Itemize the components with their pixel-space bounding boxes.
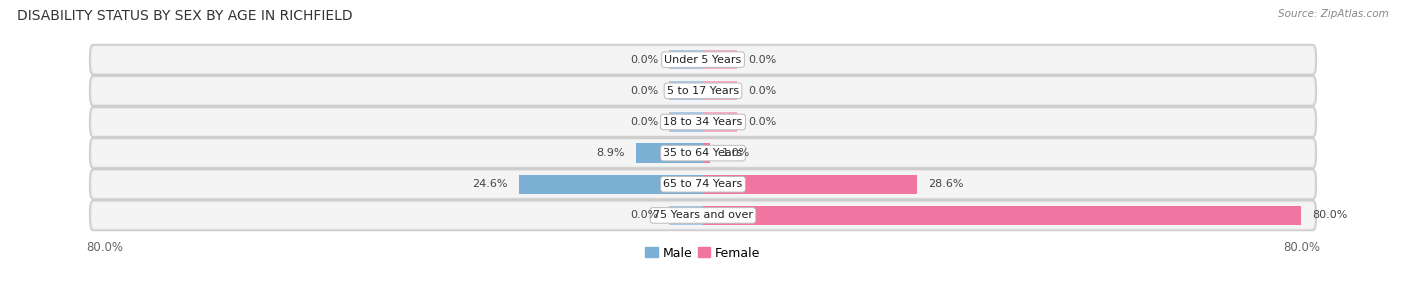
FancyBboxPatch shape bbox=[91, 78, 1315, 104]
Text: 80.0%: 80.0% bbox=[1312, 210, 1348, 221]
FancyBboxPatch shape bbox=[91, 140, 1315, 166]
Text: 0.0%: 0.0% bbox=[630, 210, 658, 221]
Bar bbox=[703, 206, 1302, 225]
Text: 28.6%: 28.6% bbox=[928, 179, 963, 189]
FancyBboxPatch shape bbox=[91, 171, 1315, 197]
Bar bbox=[637, 143, 703, 163]
FancyBboxPatch shape bbox=[91, 109, 1315, 135]
Text: 1.0%: 1.0% bbox=[721, 148, 749, 158]
Text: 0.0%: 0.0% bbox=[630, 55, 658, 65]
Text: 8.9%: 8.9% bbox=[596, 148, 626, 158]
Text: 65 to 74 Years: 65 to 74 Years bbox=[664, 179, 742, 189]
FancyBboxPatch shape bbox=[91, 47, 1315, 73]
FancyBboxPatch shape bbox=[90, 169, 1316, 199]
Text: 0.0%: 0.0% bbox=[748, 55, 776, 65]
Text: 75 Years and over: 75 Years and over bbox=[652, 210, 754, 221]
Bar bbox=[703, 175, 917, 194]
FancyBboxPatch shape bbox=[90, 138, 1316, 168]
Text: Under 5 Years: Under 5 Years bbox=[665, 55, 741, 65]
Text: 35 to 64 Years: 35 to 64 Years bbox=[664, 148, 742, 158]
Bar bbox=[703, 112, 737, 132]
FancyBboxPatch shape bbox=[90, 76, 1316, 106]
Text: DISABILITY STATUS BY SEX BY AGE IN RICHFIELD: DISABILITY STATUS BY SEX BY AGE IN RICHF… bbox=[17, 9, 353, 23]
Text: 0.0%: 0.0% bbox=[630, 86, 658, 96]
FancyBboxPatch shape bbox=[90, 200, 1316, 230]
Bar bbox=[703, 81, 737, 100]
FancyBboxPatch shape bbox=[91, 202, 1315, 228]
Legend: Male, Female: Male, Female bbox=[641, 242, 765, 265]
Text: 5 to 17 Years: 5 to 17 Years bbox=[666, 86, 740, 96]
FancyBboxPatch shape bbox=[90, 45, 1316, 75]
Bar bbox=[669, 81, 703, 100]
Text: Source: ZipAtlas.com: Source: ZipAtlas.com bbox=[1278, 9, 1389, 19]
Text: 24.6%: 24.6% bbox=[472, 179, 508, 189]
Text: 0.0%: 0.0% bbox=[748, 117, 776, 127]
Text: 18 to 34 Years: 18 to 34 Years bbox=[664, 117, 742, 127]
Bar bbox=[703, 50, 737, 69]
Bar bbox=[669, 206, 703, 225]
Bar bbox=[519, 175, 703, 194]
FancyBboxPatch shape bbox=[90, 107, 1316, 137]
Text: 0.0%: 0.0% bbox=[630, 117, 658, 127]
Bar bbox=[703, 143, 710, 163]
Bar bbox=[669, 112, 703, 132]
Text: 0.0%: 0.0% bbox=[748, 86, 776, 96]
Bar bbox=[669, 50, 703, 69]
